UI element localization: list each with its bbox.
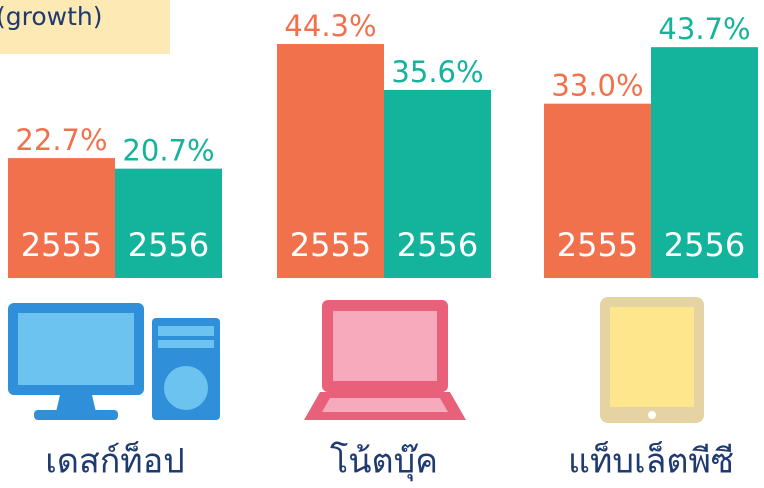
category-label: เดสก์ท็อป [45, 441, 184, 482]
bar [115, 168, 222, 278]
value-label: 35.6% [391, 55, 483, 89]
series-label: 2555 [21, 226, 102, 264]
chart-title: (growth) [0, 2, 103, 31]
value-label: 44.3% [284, 9, 376, 43]
value-label: 20.7% [122, 134, 214, 168]
desktop-icon [8, 303, 220, 420]
category-label: โน้ตบุ๊ค [330, 442, 438, 482]
title-box [0, 0, 170, 54]
series-label: 2555 [290, 226, 371, 264]
bar [8, 158, 115, 278]
tablet-icon [600, 297, 704, 423]
series-label: 2555 [557, 226, 638, 264]
value-label: 22.7% [15, 123, 107, 157]
series-label: 2556 [397, 226, 478, 264]
bar [651, 47, 758, 279]
bar [384, 89, 491, 278]
bar [277, 43, 384, 278]
value-label: 43.7% [658, 12, 750, 46]
value-label: 33.0% [551, 69, 643, 103]
bar [544, 103, 651, 278]
laptop-icon [304, 300, 466, 420]
category-label: แท็บเล็ตพีซี [568, 441, 734, 482]
series-label: 2556 [664, 226, 745, 264]
series-label: 2556 [128, 226, 209, 264]
